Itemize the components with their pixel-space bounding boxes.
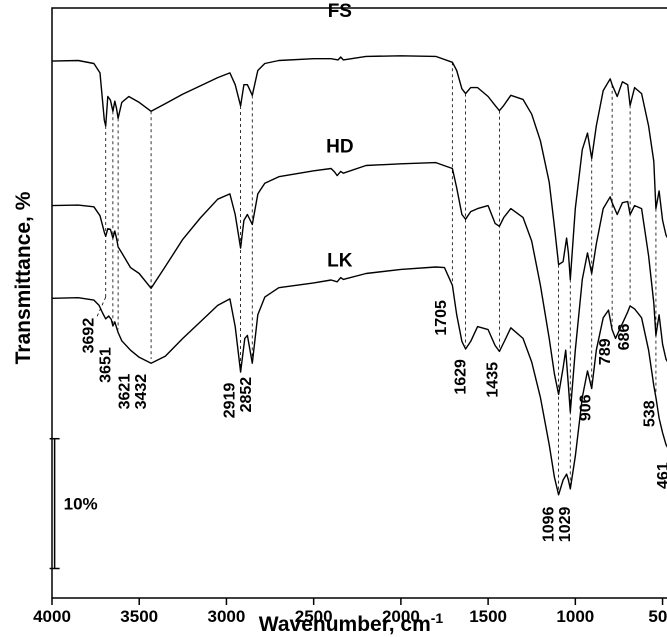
scale-bar-label: 10%	[64, 495, 98, 514]
peak-label-1629: 1629	[452, 359, 469, 395]
y-axis-label: Transmittance, %	[12, 191, 35, 364]
peak-label-3432: 3432	[133, 374, 150, 410]
peak-label-461: 461	[655, 462, 667, 489]
peak-guide-lines	[96, 62, 657, 492]
x-tick-label-2500: 2500	[295, 607, 333, 626]
x-axis-label: Wavenumber, cm-1	[259, 610, 444, 636]
series-line-hd	[51, 161, 667, 413]
peak-label-2919: 2919	[221, 383, 238, 419]
series-label-fs: FS	[328, 1, 352, 22]
x-tick-label-1500: 1500	[469, 607, 507, 626]
peak-label-2852: 2852	[238, 377, 255, 413]
peak-label-789: 789	[597, 338, 614, 365]
x-tick-label-3500: 3500	[120, 607, 158, 626]
peak-label-686: 686	[616, 324, 633, 351]
peak-label-1096: 1096	[540, 506, 557, 542]
spectrum-curves	[51, 55, 667, 496]
peak-label-538: 538	[642, 400, 659, 427]
x-tick-label-2000: 2000	[382, 607, 420, 626]
series-labels: FS HD LK	[326, 1, 353, 272]
peak-label-1705: 1705	[433, 300, 450, 336]
series-label-lk: LK	[327, 250, 353, 271]
peak-label-3621: 3621	[117, 374, 134, 410]
x-tick-label-500: 500	[648, 607, 667, 626]
x-axis-ticks: 4000 3500 3000 2500 2000 1500 1000 500	[33, 598, 667, 626]
plot-border	[51, 7, 667, 599]
peak-label-3651: 3651	[97, 347, 114, 383]
x-tick-label-1000: 1000	[556, 607, 594, 626]
series-line-lk	[51, 266, 667, 496]
x-axis-label-superscript: -1	[431, 610, 444, 626]
series-label-hd: HD	[326, 137, 353, 158]
peak-leader-3692	[96, 296, 107, 318]
series-line-fs	[51, 55, 667, 281]
x-tick-label-3000: 3000	[208, 607, 246, 626]
peak-label-3692: 3692	[80, 318, 97, 354]
scale-bar: 10%	[49, 437, 98, 570]
peak-label-1435: 1435	[485, 362, 502, 398]
x-tick-label-4000: 4000	[33, 607, 71, 626]
peak-label-1029: 1029	[557, 506, 574, 542]
plot-frame	[51, 7, 667, 599]
peak-label-906: 906	[578, 394, 595, 421]
